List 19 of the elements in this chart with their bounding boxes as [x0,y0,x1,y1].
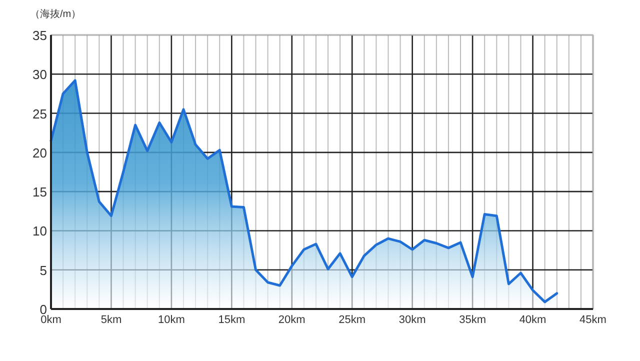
x-tick-label: 40km [519,314,546,326]
y-tick-label: 0 [40,302,47,317]
x-tick-label: 0km [40,314,62,326]
y-tick-label: 35 [32,28,47,43]
x-tick-label: 10km [158,314,185,326]
y-tick-label: 20 [32,145,47,160]
x-tick-label: 20km [278,314,306,326]
x-tick-label: 15km [218,314,246,326]
y-tick-label: 25 [32,106,47,122]
y-axis-title: （海抜/m） [30,8,82,20]
y-tick-label: 5 [40,262,47,278]
x-tick-label: 25km [338,314,366,326]
x-tick-label: 35km [459,314,486,326]
y-tick-label: 15 [32,184,47,200]
y-tick-label: 30 [32,67,47,82]
x-tick-label: 45km [580,314,606,326]
y-tick-label: 10 [32,224,47,239]
x-tick-label: 30km [398,314,426,326]
x-tick-label: 5km [100,314,122,326]
